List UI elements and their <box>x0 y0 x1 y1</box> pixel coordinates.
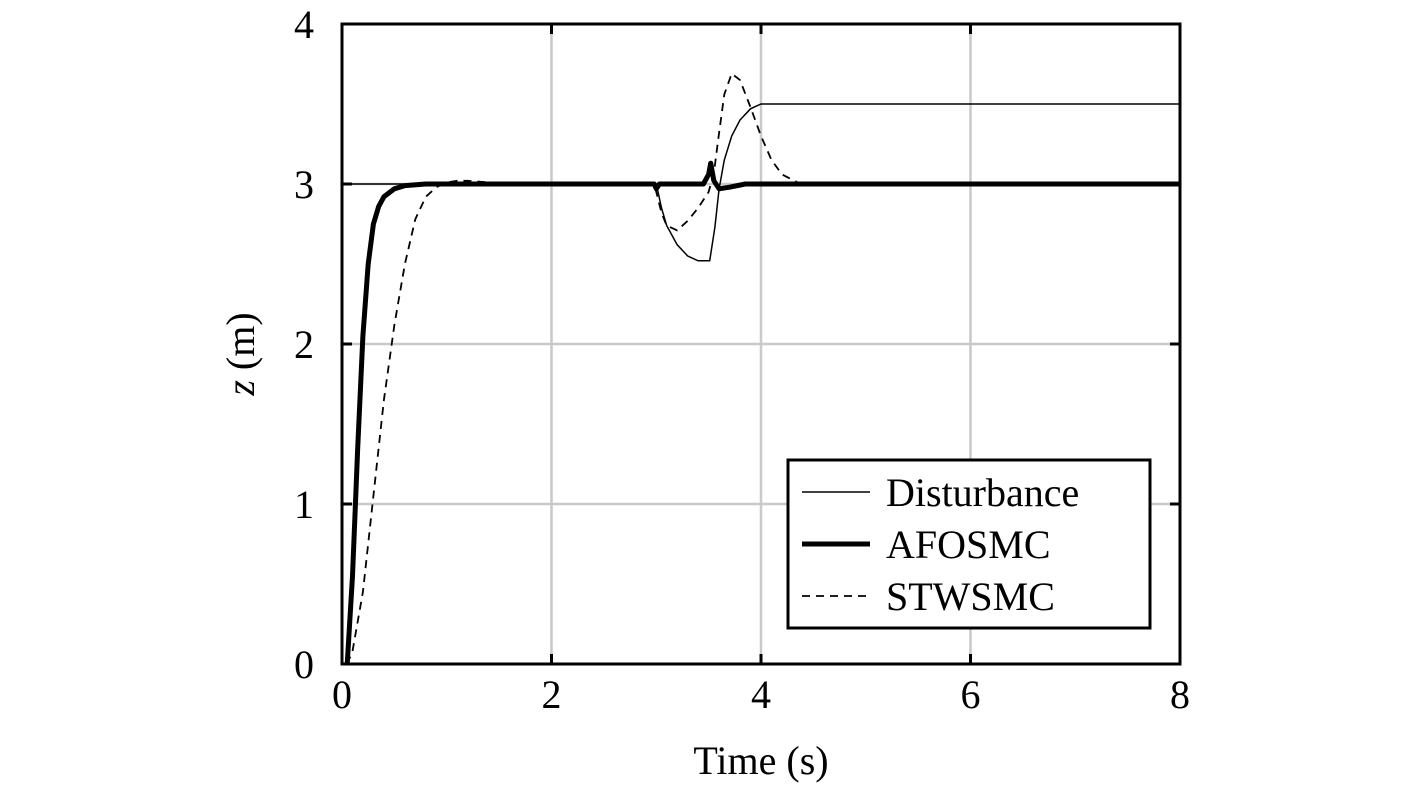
tick-layer: 0 2 4 6 8 0 1 2 3 4 <box>294 2 1190 717</box>
x-tick-label: 0 <box>332 672 352 717</box>
series-line-stwsmc <box>346 72 1180 665</box>
y-axis-label-variable: z <box>218 380 263 397</box>
legend-label-stwsmc: STWSMC <box>886 574 1055 619</box>
x-tick-label: 8 <box>1170 672 1190 717</box>
x-tick-label: 2 <box>542 672 562 717</box>
y-tick-label: 0 <box>294 642 314 687</box>
y-tick-label: 2 <box>294 322 314 367</box>
legend-label-afosmc: AFOSMC <box>886 522 1051 567</box>
y-axis-label-unit: (m) <box>218 312 263 380</box>
x-tick-label: 4 <box>751 672 771 717</box>
y-tick-label: 1 <box>294 482 314 527</box>
legend: Disturbance AFOSMC STWSMC <box>786 458 1152 630</box>
legend-label-disturbance: Disturbance <box>886 470 1079 515</box>
x-tick-label: 6 <box>961 672 981 717</box>
y-tick-label: 4 <box>294 2 314 47</box>
series-line-afosmc <box>344 160 1180 665</box>
y-axis-label: z (m) <box>218 312 263 396</box>
x-axis-label: Time (s) <box>693 738 828 783</box>
y-tick-label: 3 <box>294 162 314 207</box>
series-layer <box>342 72 1180 665</box>
